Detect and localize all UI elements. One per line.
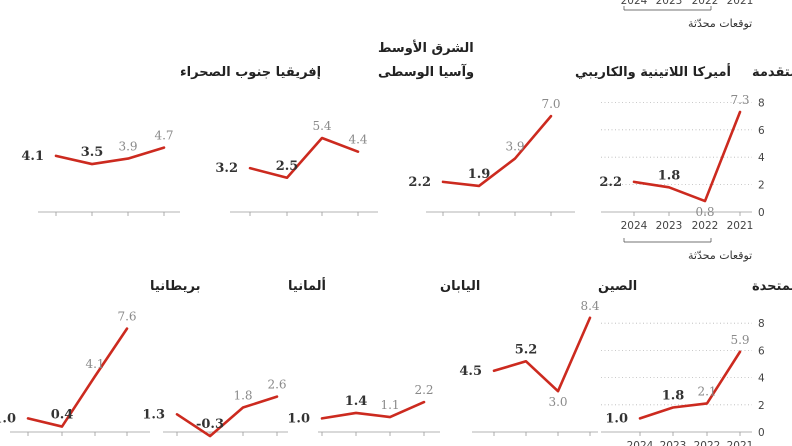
chart-3-title: وآسيا الوسطى xyxy=(378,63,474,80)
chart-5-title: الولايات المتحدة xyxy=(752,279,792,294)
chart-5-data-label: 5.9 xyxy=(730,333,749,347)
chart-9-title: بريطانيا xyxy=(150,279,200,294)
chart-9-data-label: 4.1 xyxy=(85,357,104,371)
chart-6-data-label: 4.5 xyxy=(459,364,482,379)
chart-1-data-label: 2.2 xyxy=(599,175,622,190)
top-xtick-label: 2022 xyxy=(692,0,719,7)
chart-5-xtick-label: 2023 xyxy=(660,440,687,446)
chart-7-data-label: 1.1 xyxy=(380,398,399,412)
chart-1-data-label: 7.3 xyxy=(730,93,749,107)
top-forecast-note: توقعات محدّثة xyxy=(688,17,752,30)
chart-5-ytick-label: 8 xyxy=(758,318,765,330)
chart-1-ytick-label: 6 xyxy=(758,125,765,137)
chart-1-series-line xyxy=(632,110,742,203)
chart-1-xtick-label: 2023 xyxy=(656,220,683,232)
chart-1-data-label: 0.8 xyxy=(695,205,714,219)
chart-4-series-line xyxy=(54,146,166,166)
chart-5-data-label: 1.0 xyxy=(605,411,628,426)
chart-4-data-label: 3.5 xyxy=(81,145,104,160)
chart-6-title: الصين xyxy=(598,279,637,294)
chart-5-ytick-label: 2 xyxy=(758,400,765,412)
top-xtick-label: 2023 xyxy=(656,0,683,7)
chart-4-data-label: 4.1 xyxy=(21,149,44,164)
chart-8-series-line xyxy=(175,395,279,438)
chart-2-data-label: 2.2 xyxy=(408,175,431,190)
chart-8-title: ألمانيا xyxy=(288,277,326,294)
chart-2-title: أميركا اللاتينية والكاريبي xyxy=(575,63,731,80)
chart-5-xtick-label: 2022 xyxy=(694,440,721,446)
chart-4-title: إفريقيا جنوب الصحراء xyxy=(180,65,321,80)
chart-5-ytick-label: 6 xyxy=(758,345,765,357)
chart-1-xtick-label: 2021 xyxy=(727,220,754,232)
chart-1-xtick-label: 2024 xyxy=(621,220,648,232)
chart-1-ytick-label: 8 xyxy=(758,97,765,109)
chart-1-ytick-label: 2 xyxy=(758,180,765,192)
chart-7-title: اليابان xyxy=(440,279,480,294)
chart-1-xtick-label: 2022 xyxy=(692,220,719,232)
chart-4-data-label: 3.9 xyxy=(118,140,137,154)
chart-5-data-label: 2.1 xyxy=(697,384,716,398)
chart-5-xtick-label: 2021 xyxy=(727,440,754,446)
chart-1-ytick-label: 4 xyxy=(758,152,765,164)
forecast-note: توقعات محدّثة xyxy=(688,249,752,262)
top-xtick-label: 2021 xyxy=(727,0,754,7)
chart-8-data-label: 2.6 xyxy=(267,378,286,392)
chart-3-data-label: 3.2 xyxy=(215,161,238,176)
chart-5-ytick-label: 0 xyxy=(758,427,765,439)
chart-9-data-label: 1.0 xyxy=(0,411,16,426)
chart-5-ytick-label: 4 xyxy=(758,373,765,385)
chart-6-data-label: 5.2 xyxy=(515,342,538,357)
chart-6-data-label: 3.0 xyxy=(548,395,567,409)
chart-3-data-label: 5.4 xyxy=(312,119,331,133)
chart-7-series-line xyxy=(320,400,426,420)
chart-8-data-label: -0.3 xyxy=(196,417,224,432)
chart-6-series-line xyxy=(492,316,592,393)
chart-5-xtick-label: 2024 xyxy=(627,440,654,446)
chart-7-data-label: 1.0 xyxy=(287,411,310,426)
chart-9-data-label: 7.6 xyxy=(117,310,136,324)
chart-3-data-label: 4.4 xyxy=(348,133,367,147)
chart-2-data-label: 3.9 xyxy=(505,140,524,154)
chart-3-title: الشرق الأوسط xyxy=(378,39,474,56)
chart-7-data-label: 1.4 xyxy=(345,394,368,409)
chart-1-data-label: 1.8 xyxy=(658,168,681,183)
chart-8-data-label: 1.8 xyxy=(233,389,252,403)
chart-5-series-line xyxy=(638,350,742,420)
chart-2-data-label: 7.0 xyxy=(541,97,560,111)
chart-9-data-label: 0.4 xyxy=(51,408,74,423)
chart-9-series-line xyxy=(26,327,129,428)
chart-2-data-label: 1.9 xyxy=(468,167,491,182)
chart-3-data-label: 2.5 xyxy=(276,159,299,174)
chart-7-data-label: 2.2 xyxy=(414,383,433,397)
chart-4-data-label: 4.7 xyxy=(154,129,173,143)
chart-5-data-label: 1.8 xyxy=(662,389,685,404)
chart-1-ytick-label: 0 xyxy=(758,207,765,219)
chart-6-data-label: 8.4 xyxy=(580,299,599,313)
chart-8-data-label: 1.3 xyxy=(142,407,165,422)
top-xtick-label: 2024 xyxy=(621,0,648,7)
chart-1-title: أوروبا الناشئة والمتقدمة xyxy=(752,63,792,80)
chart-2-series-line xyxy=(441,114,553,188)
chart-3-series-line xyxy=(248,136,360,180)
